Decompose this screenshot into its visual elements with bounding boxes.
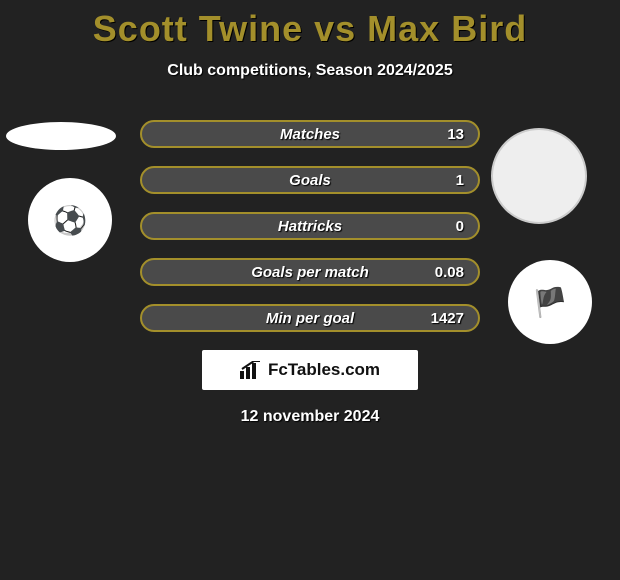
- shield-icon: ⚽: [53, 204, 88, 237]
- snapshot-date: 12 november 2024: [0, 408, 620, 426]
- shield-icon: 🏴: [533, 286, 568, 319]
- stat-label: Min per goal: [266, 310, 354, 327]
- stat-pill: Min per goal 1427: [140, 304, 480, 332]
- branding-bar: FcTables.com: [202, 350, 418, 390]
- player1-club-badge: ⚽: [28, 178, 112, 262]
- player2-club-badge: 🏴: [508, 260, 592, 344]
- stat-label: Hattricks: [278, 218, 342, 235]
- chart-icon: [240, 361, 262, 379]
- stat-pill: Hattricks 0: [140, 212, 480, 240]
- stat-pill: Goals 1: [140, 166, 480, 194]
- stat-right: 0: [456, 218, 464, 235]
- page-title: Scott Twine vs Max Bird: [0, 0, 620, 50]
- stat-pill: Goals per match 0.08: [140, 258, 480, 286]
- player1-name: Scott Twine vs Max Bird: [93, 8, 527, 49]
- stat-label: Matches: [280, 126, 340, 143]
- branding-text: FcTables.com: [268, 360, 380, 380]
- stat-right: 0.08: [435, 264, 464, 281]
- player1-avatar: [6, 122, 116, 150]
- stat-label: Goals: [289, 172, 331, 189]
- stat-right: 13: [447, 126, 464, 143]
- stats-block: ⚽ 🏴 Matches 13 Goals 1 Hattricks 0 Goals per m…: [0, 120, 620, 332]
- stat-right: 1: [456, 172, 464, 189]
- player2-avatar: [491, 128, 587, 224]
- stat-right: 1427: [431, 310, 464, 327]
- subtitle: Club competitions, Season 2024/2025: [0, 62, 620, 80]
- stat-pill: Matches 13: [140, 120, 480, 148]
- stat-label: Goals per match: [251, 264, 369, 281]
